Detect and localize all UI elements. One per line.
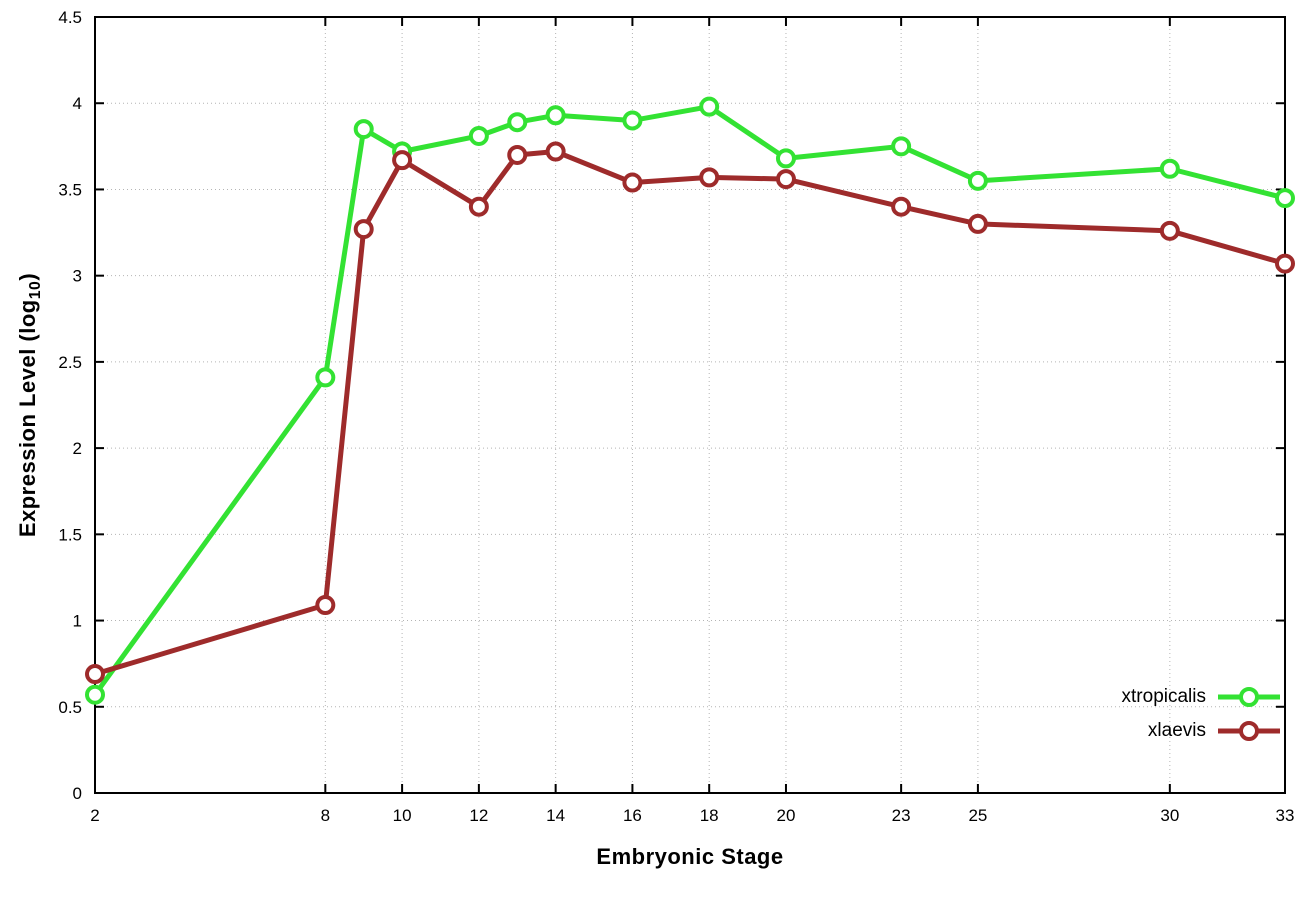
x-tick-label: 12	[469, 806, 488, 825]
data-point-xlaevis	[507, 144, 528, 165]
legend-sample-xlaevis	[1218, 721, 1280, 741]
y-tick-label: 0	[73, 784, 82, 803]
y-axis-label: Expression Level (log10)	[15, 273, 45, 537]
x-tick-label: 8	[321, 806, 330, 825]
data-point-xtropicalis	[1159, 158, 1180, 179]
legend-item-xlaevis: xlaevis	[1148, 716, 1282, 746]
x-tick-label: 14	[546, 806, 565, 825]
data-point-xtropicalis	[353, 119, 374, 140]
data-point-xtropicalis	[545, 105, 566, 126]
data-point-xtropicalis	[468, 125, 489, 146]
data-point-xlaevis	[699, 167, 720, 188]
x-tick-label: 10	[393, 806, 412, 825]
legend-label-xlaevis: xlaevis	[1147, 720, 1206, 741]
legend-sample-marker	[1239, 721, 1259, 741]
y-tick-label: 2.5	[58, 353, 82, 372]
x-tick-label: 33	[1276, 806, 1295, 825]
data-point-xtropicalis	[699, 96, 720, 117]
data-point-xtropicalis	[775, 148, 796, 169]
data-point-xtropicalis	[507, 112, 528, 133]
data-point-xtropicalis	[315, 367, 336, 388]
x-tick-label: 25	[968, 806, 987, 825]
data-point-xtropicalis	[1275, 188, 1295, 209]
y-tick-label: 3.5	[58, 180, 82, 199]
data-point-xlaevis	[545, 141, 566, 162]
series-line-xtropicalis	[92, 104, 1288, 698]
data-point-xlaevis	[392, 150, 413, 171]
x-tick-label: 16	[623, 806, 642, 825]
legend-sample-marker	[1239, 687, 1259, 707]
legend: xtropicalis xlaevis	[1122, 682, 1282, 746]
data-point-xlaevis	[967, 213, 988, 234]
x-tick-label: 23	[892, 806, 911, 825]
data-point-xtropicalis	[85, 684, 105, 705]
x-axis-label: Embryonic Stage	[596, 844, 784, 869]
legend-label-xtropicalis: xtropicalis	[1121, 686, 1206, 707]
data-point-xtropicalis	[967, 170, 988, 191]
x-tick-label: 20	[777, 806, 796, 825]
data-point-xlaevis	[1275, 253, 1295, 274]
data-point-xlaevis	[891, 196, 912, 217]
x-tick-label: 18	[700, 806, 719, 825]
y-tick-label: 1	[73, 612, 82, 631]
data-point-xlaevis	[353, 219, 374, 240]
y-tick-label: 4	[73, 94, 82, 113]
y-tick-label: 0.5	[58, 698, 82, 717]
legend-sample-xtropicalis	[1218, 687, 1280, 707]
y-tick-label: 2	[73, 439, 82, 458]
data-point-xtropicalis	[622, 110, 643, 131]
legend-item-xtropicalis: xtropicalis	[1122, 682, 1282, 712]
series-line-xlaevis	[92, 149, 1288, 677]
data-point-xtropicalis	[891, 136, 912, 157]
y-tick-label: 1.5	[58, 525, 82, 544]
x-tick-label: 30	[1160, 806, 1179, 825]
data-point-xlaevis	[85, 664, 105, 685]
x-tick-label: 2	[90, 806, 99, 825]
data-point-xlaevis	[468, 196, 489, 217]
y-axis-label-text: Expression Level (log	[14, 299, 40, 538]
y-axis-label-close: )	[14, 272, 40, 281]
y-tick-label: 3	[73, 267, 82, 286]
data-point-xlaevis	[775, 169, 796, 190]
data-point-xlaevis	[1159, 220, 1180, 241]
y-axis-label-subscript: 10	[27, 280, 45, 300]
y-tick-label: 4.5	[58, 8, 82, 27]
data-point-xlaevis	[622, 172, 643, 193]
data-point-xlaevis	[315, 595, 336, 616]
plot-border	[94, 16, 1286, 794]
